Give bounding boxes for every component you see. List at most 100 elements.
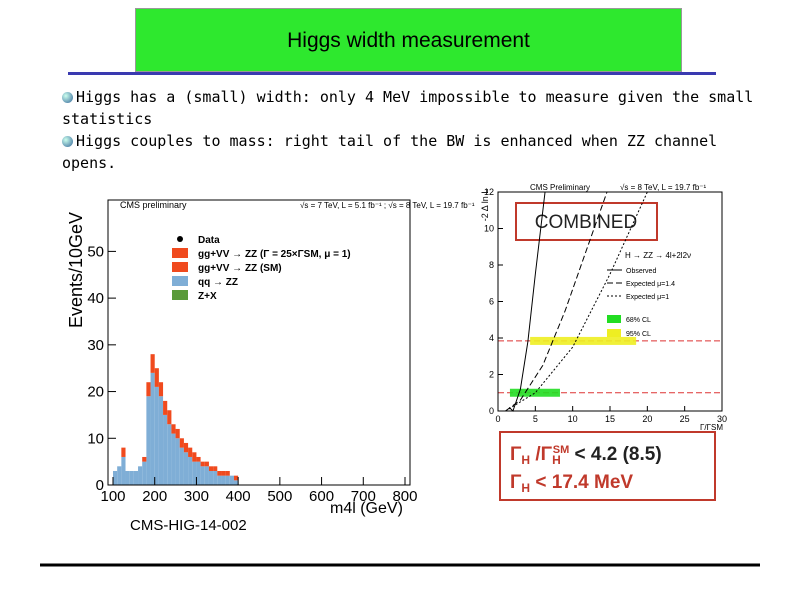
left-figure-label: CMS preliminary	[120, 200, 187, 210]
result-line: ΓH < 17.4 MeV	[510, 472, 633, 495]
legend-swatch	[172, 262, 188, 272]
hist-bar	[117, 466, 122, 485]
x-tick-label: 700	[351, 488, 376, 505]
hist-bar	[221, 470, 226, 476]
legend-label: Expected μ=1	[626, 294, 669, 301]
hist-bar	[146, 396, 151, 485]
hist-bar	[213, 470, 218, 485]
result-part: SM	[553, 444, 570, 456]
x-tick-label: 30	[717, 414, 727, 424]
result-part: Γ	[510, 444, 522, 465]
hist-bar	[163, 414, 168, 485]
left-xlabel: m4l (GeV)	[330, 500, 403, 517]
y-tick-label: 30	[87, 337, 104, 354]
result-line: ΓH /ΓHSM < 4.2 (8.5)	[510, 444, 662, 467]
hist-bar	[142, 461, 147, 485]
x-tick-label: 20	[642, 414, 652, 424]
legend-label: Data	[198, 235, 220, 246]
hist-bar	[171, 424, 176, 434]
result-part: /Γ	[530, 444, 553, 465]
hist-bar	[196, 461, 201, 485]
result-part: < 17.4 MeV	[530, 472, 633, 493]
hist-bar	[200, 461, 205, 467]
bullet-text: Higgs couples to mass: right tail of the…	[62, 132, 718, 172]
y-tick-label: 50	[87, 243, 104, 260]
hist-bar	[175, 428, 180, 439]
hist-bar	[204, 466, 209, 485]
y-tick-label: 12	[484, 187, 494, 197]
hist-bar	[208, 470, 214, 485]
legend-label: Observed	[626, 268, 656, 275]
right-figure-label: CMS Preliminary	[530, 183, 590, 192]
left-figure-bg	[60, 190, 420, 520]
hist-bar	[204, 461, 209, 467]
cl-band	[530, 336, 637, 345]
title-box: Higgs width measurement	[135, 8, 682, 72]
y-tick-label: 40	[87, 290, 104, 307]
x-tick-label: 0	[495, 414, 500, 424]
hist-bar	[167, 410, 172, 425]
x-tick-label: 25	[680, 414, 690, 424]
result-part: H	[521, 453, 530, 467]
plot-frame	[107, 199, 411, 486]
likelihood-curve	[505, 191, 648, 412]
legend-swatch	[172, 248, 188, 258]
hist-bar	[217, 475, 222, 485]
y-tick-label: 10	[87, 430, 104, 447]
left-ylabel: Events/10GeV	[66, 212, 86, 328]
hist-bar	[154, 386, 159, 485]
right-ylabel: -2 Δ ln L	[480, 189, 490, 222]
channel: H → ZZ → 4l+2l2ν	[625, 251, 691, 260]
hist-bar	[188, 447, 193, 457]
hist-bar	[121, 456, 126, 485]
result-box	[499, 431, 716, 501]
left-figure-energy: √s = 7 TeV, L = 5.1 fb⁻¹ ; √s = 8 TeV, L…	[300, 201, 475, 210]
hist-bar	[150, 354, 155, 373]
hist-bar	[225, 470, 230, 476]
result-part: Γ	[510, 472, 522, 493]
hist-bar	[225, 475, 230, 485]
x-tick-label: 10	[568, 414, 578, 424]
hist-bar	[125, 470, 130, 485]
hist-bar	[167, 424, 172, 485]
reference: CMS-HIG-14-002	[130, 517, 247, 534]
hist-bar	[188, 456, 193, 485]
hist-bar	[179, 447, 184, 485]
legend-swatch	[177, 236, 183, 242]
hist-bar	[163, 400, 168, 415]
y-tick-label: 20	[87, 384, 104, 401]
hist-bar	[183, 442, 189, 453]
y-tick-label: 8	[489, 260, 494, 270]
hist-bar	[221, 475, 226, 485]
title-underline	[68, 72, 716, 75]
legend-swatch	[172, 290, 188, 300]
x-tick-label: 600	[309, 488, 334, 505]
hist-bar	[183, 452, 189, 485]
bullet: Higgs has a (small) width: only 4 MeV im…	[62, 86, 762, 130]
hist-bar	[192, 452, 197, 462]
legend-label: gg+VV → ZZ (Γ = 25×ΓSM, μ = 1)	[198, 249, 351, 260]
hist-bar	[129, 470, 134, 485]
x-tick-label: 200	[142, 488, 167, 505]
x-tick-label: 5	[533, 414, 538, 424]
result-part: H	[521, 481, 530, 495]
x-tick-label: 100	[100, 488, 125, 505]
result-part: H	[552, 453, 561, 467]
hist-bar	[179, 438, 184, 448]
legend-swatch	[607, 329, 621, 337]
x-tick-label: 15	[605, 414, 615, 424]
cl-band	[509, 388, 560, 397]
hist-bar	[213, 466, 218, 471]
hist-bar	[217, 470, 222, 476]
y-tick-label: 4	[489, 333, 494, 343]
hist-bar	[146, 382, 151, 397]
legend-label: 95% CL	[626, 331, 651, 338]
legend-label: Z+X	[198, 291, 217, 302]
x-tick-label: 500	[267, 488, 292, 505]
combined-label: COMBINED	[535, 212, 637, 233]
result-part: < 4.2 (8.5)	[569, 444, 661, 465]
y-tick-label: 0	[489, 406, 494, 416]
right-figure-energy: √s = 8 TeV, L = 19.7 fb⁻¹	[620, 183, 706, 192]
